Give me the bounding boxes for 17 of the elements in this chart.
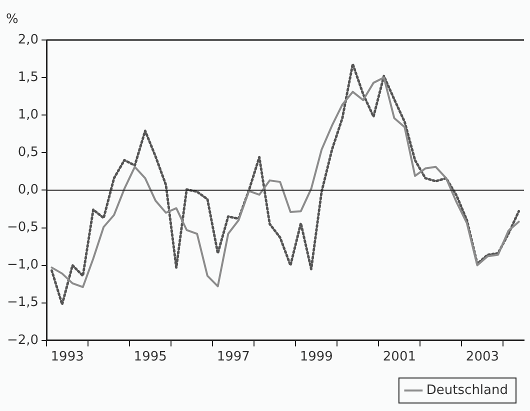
y-tick-label: 2,0 [18, 32, 39, 48]
y-tick-label: 1,5 [18, 70, 39, 85]
y-tick-label: 0,0 [18, 182, 39, 198]
x-tick-label: 1995 [134, 350, 167, 365]
y-tick-label: −2,0 [6, 332, 39, 348]
y-tick-label: 1,0 [18, 107, 39, 122]
x-tick-label: 1999 [300, 350, 333, 365]
y-tick-label: −1,0 [6, 258, 39, 273]
y-tick-label: −1,5 [6, 295, 39, 310]
y-tick-label: −0,5 [6, 220, 39, 236]
x-tick-label: 1997 [216, 350, 250, 365]
x-tick-label: 2001 [382, 350, 416, 365]
x-tick-label: 2003 [466, 350, 500, 365]
x-tick-label: 1993 [50, 350, 84, 365]
y-axis-title: % [6, 12, 18, 27]
y-tick-label: 0,5 [18, 145, 39, 160]
legend-label: Deutschland [426, 382, 508, 398]
